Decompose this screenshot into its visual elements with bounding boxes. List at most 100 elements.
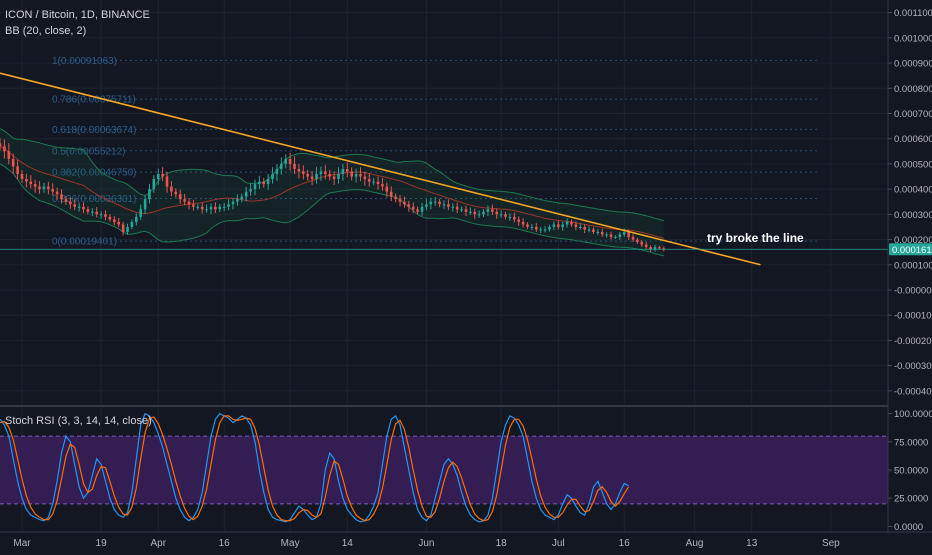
candle-body [108,216,112,220]
candle-body [565,221,569,225]
rsi-band-fill [0,436,888,504]
candle-body [183,199,186,202]
candle-body [73,204,76,207]
candle-body [99,214,103,216]
candle-body [600,232,604,235]
bb-indicator-label[interactable]: BB (20, close, 2) [5,25,87,37]
candle-body [530,227,534,228]
candle-body [51,189,54,192]
rsi-tick-label: 25.0000 [894,494,928,505]
candle-body [579,227,582,228]
candle-body [192,204,195,207]
candle-body [416,209,419,212]
candle-body [543,229,547,231]
candle-body [605,234,608,236]
candle-body [557,224,560,227]
candle-body [429,201,433,205]
candle-body [0,143,2,147]
candle-body [156,174,160,179]
fib-level-label: 1(0.00091063) [52,56,117,67]
candle-body [178,194,182,200]
candle-body [196,206,200,208]
candle-body [583,227,586,230]
candle-body [477,214,481,216]
candle-body [240,196,244,200]
candle-body [354,174,358,177]
candle-body [319,171,323,174]
rsi-tick-label: 0.0000 [894,522,923,533]
bb-lower-band [0,163,664,257]
candle-body [161,174,164,177]
candle-body [622,232,626,235]
candle-body [187,201,191,205]
candle-body [403,201,406,205]
candle-body [117,221,120,225]
candle-body [407,204,411,207]
candle-body [55,191,59,195]
candle-body [249,189,252,192]
candle-body [644,244,648,248]
candle-body [284,158,287,164]
candle-body [491,209,494,212]
candle-body [126,227,129,232]
candle-body [165,176,169,187]
candle-body [174,191,178,195]
candle-body [288,158,292,164]
candle-body [367,179,371,182]
candle-body [653,247,657,250]
candle-body [447,204,450,207]
fib-retracement[interactable]: 1(0.00091063) 0.786(0.00075711) 0.618(0.00… [52,56,818,248]
bb-basis [0,145,664,239]
rsi-tick-label: 100.0000 [894,409,932,420]
date-tick-label: 16 [619,538,631,549]
grid-layer [0,0,888,532]
candle-body [482,211,485,215]
candle-body [398,199,402,202]
candle-body [64,199,68,202]
candle-body [442,204,446,206]
candle-body [205,209,208,211]
candle-body [82,206,85,210]
candle-body [570,221,573,225]
candle-body [495,211,498,215]
trendline[interactable] [0,72,761,266]
candle-body [363,176,367,179]
time-axis[interactable]: Mar 19 Apr 16 May 14 Jun 18 Jul 16 Aug 13 Sep [13,538,840,549]
candle-body [627,232,630,237]
candle-body [539,229,542,231]
candle-body [77,206,81,208]
candle-body [609,234,613,237]
date-tick-label: Jun [418,538,434,549]
candle-body [640,242,644,245]
candle-body [451,206,455,208]
candle-body [69,201,72,205]
stoch-rsi-label[interactable]: Stoch RSI (3, 3, 14, 14, close) [5,415,152,427]
date-tick-label: Jul [552,538,565,549]
annotation-text[interactable]: try broke the line [707,231,804,245]
candle-body [293,163,296,169]
candle-body [148,189,151,200]
candle-body [95,211,98,215]
candle-body [266,179,270,184]
candle-body [658,247,661,249]
rsi-axis[interactable]: 100.0000 75.0000 50.0000 25.0000 0.0000 [888,409,932,533]
price-tick-label: 0.0001000 [894,260,932,271]
candle-body [306,174,309,177]
price-tick-label: -0.0001000 [894,311,932,322]
candle-body [11,158,15,167]
date-tick-label: Sep [822,538,840,549]
fib-level-label: 0.786(0.00075711) [52,95,136,106]
fib-level-label: 0.236(0.00036301) [52,194,137,205]
symbol-title[interactable]: ICON / Bitcoin, 1D, BINANCE [5,9,150,21]
candle-body [29,181,33,185]
candle-body [341,169,345,174]
date-tick-label: 14 [342,538,354,549]
